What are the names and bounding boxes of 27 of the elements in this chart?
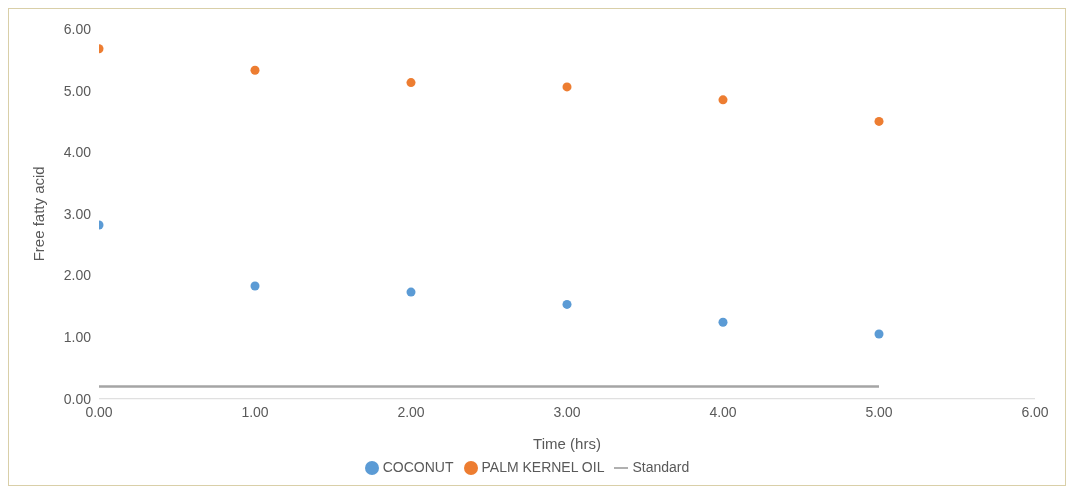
y-tick-label: 5.00	[63, 82, 92, 99]
x-tick-label: 5.00	[865, 403, 893, 420]
x-tick-label: 1.00	[241, 403, 269, 420]
legend-label: COCONUT	[382, 458, 454, 475]
x-tick-label: 6.00	[1021, 403, 1049, 420]
point	[250, 281, 260, 291]
y-tick-label: 1.00	[63, 329, 92, 346]
point	[250, 65, 260, 75]
point	[874, 116, 884, 126]
x-tick-label: 3.00	[553, 403, 581, 420]
point	[406, 78, 416, 88]
point	[562, 299, 572, 309]
y-tick-label: 6.00	[63, 20, 92, 37]
legend-label: Standard	[632, 458, 690, 475]
y-tick-label: 2.00	[63, 267, 92, 284]
point	[874, 329, 884, 339]
x-axis-title: Time (hrs)	[533, 434, 601, 452]
legend-label: PALM KERNEL OIL	[481, 458, 605, 475]
y-tick-label: 4.00	[63, 144, 92, 161]
y-axis-title: Free fatty acid	[30, 166, 48, 262]
y-tick-label: 3.00	[63, 205, 92, 222]
x-tick-label: 4.00	[709, 403, 737, 420]
point	[562, 82, 572, 92]
x-tick-label: 2.00	[397, 403, 425, 420]
point	[718, 317, 728, 327]
point	[406, 287, 416, 297]
point	[718, 95, 728, 105]
